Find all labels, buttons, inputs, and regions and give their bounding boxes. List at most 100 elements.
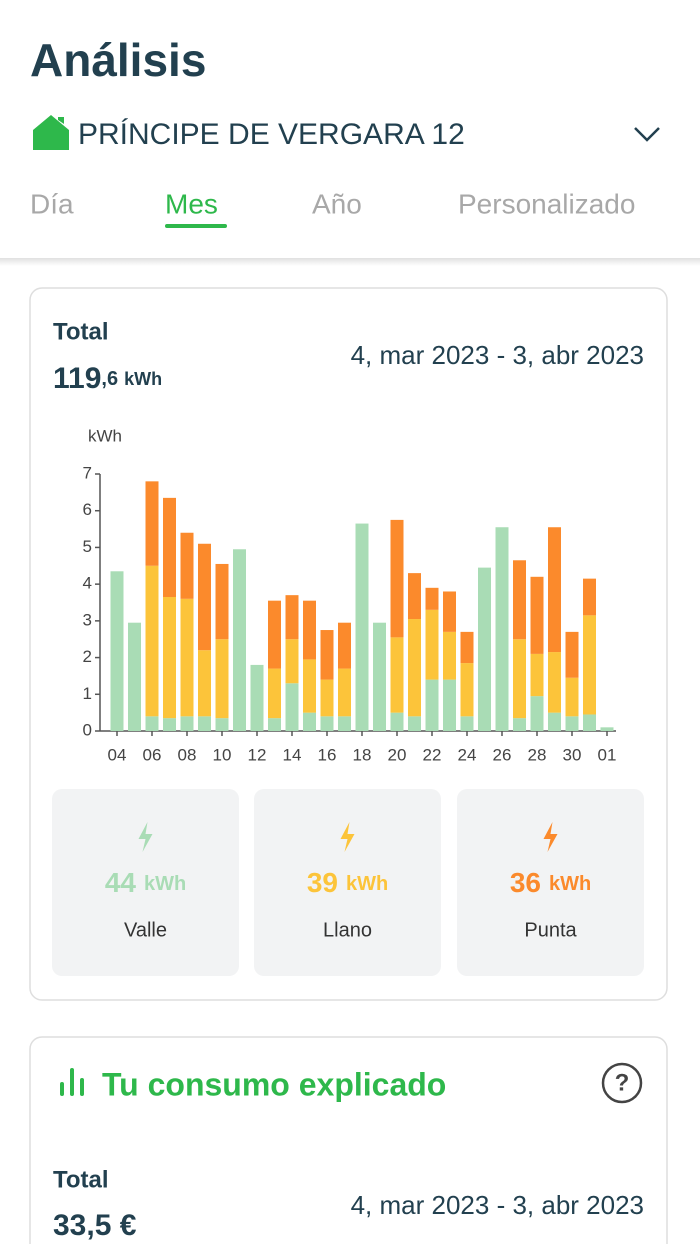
x-tick-label: 04: [108, 745, 127, 764]
bar-segment: [268, 600, 281, 669]
page-title: Análisis: [30, 34, 206, 86]
x-tick-label: 18: [353, 745, 372, 764]
y-tick-label: 0: [83, 720, 92, 739]
bar-segment: [285, 595, 299, 640]
bar-segment: [530, 653, 544, 697]
bar-segment: [583, 578, 596, 616]
bar-segment: [565, 677, 579, 717]
bar-segment: [530, 696, 544, 731]
bar-segment: [425, 679, 439, 731]
bar-segment: [425, 609, 439, 680]
x-tick-label: 06: [143, 745, 162, 764]
y-tick-label: 1: [83, 684, 92, 703]
bar-segment: [250, 664, 264, 731]
header-shadow: [0, 258, 700, 266]
bar-segment: [110, 571, 124, 731]
x-tick-label: 12: [248, 745, 267, 764]
bar-segment: [390, 519, 404, 638]
tile-value: 44 kWh: [105, 867, 186, 898]
bar-segment: [460, 716, 474, 731]
address[interactable]: PRÍNCIPE DE VERGARA 12: [78, 118, 465, 151]
tile-name: Punta: [524, 919, 577, 941]
home-icon: [33, 115, 69, 150]
bar-segment: [565, 631, 579, 678]
bar-segment: [408, 573, 421, 620]
tiles: 44 kWh Valle 39 kWh Llano 36 kWh Punta: [52, 789, 644, 976]
total-value: 33,5 €: [53, 1209, 137, 1242]
bar-segment: [460, 663, 474, 717]
x-tick-label: 24: [458, 745, 477, 764]
bar-segment: [513, 639, 526, 719]
bolt-icon: [138, 822, 153, 852]
tab[interactable]: Año: [312, 188, 362, 219]
bar-segment: [373, 622, 386, 731]
bar-segment: [285, 683, 299, 731]
chevron[interactable]: [634, 127, 660, 142]
bar-segment: [548, 527, 561, 653]
tab-underline: [165, 224, 227, 228]
bar-segment: [513, 560, 526, 640]
bar-segment: [408, 716, 421, 731]
explained-card: [29, 1036, 668, 1244]
help-icon-mark: ?: [615, 1069, 630, 1096]
tile: [52, 789, 239, 976]
bar-segment: [390, 712, 404, 731]
bar-segment: [268, 718, 281, 731]
header-bg: [0, 0, 700, 258]
bar-segment: [513, 718, 526, 731]
bar-segment: [338, 716, 351, 731]
x-tick-label: 22: [423, 745, 442, 764]
bar-segment: [460, 631, 474, 664]
tile-value: 36 kWh: [510, 867, 591, 898]
tile-number: 36: [510, 867, 541, 898]
y-tick-label: 3: [83, 610, 92, 629]
y-tick-label: 2: [83, 647, 92, 666]
bar-segment: [285, 639, 299, 684]
bars-icon: [60, 1068, 84, 1096]
tile-value: 39 kWh: [307, 867, 388, 898]
y-tick-label: 7: [83, 463, 92, 482]
bar-segment: [425, 587, 439, 610]
tab[interactable]: Día: [30, 188, 74, 219]
y-tick-label: 6: [83, 500, 92, 519]
bar-segment: [548, 712, 561, 731]
bar-segment: [600, 727, 614, 731]
tile-number: 44: [105, 867, 137, 898]
tab[interactable]: Personalizado: [458, 188, 635, 219]
total-value: 119,6 kWh: [53, 362, 162, 395]
help-icon[interactable]: [601, 1062, 643, 1104]
bar-segment: [338, 622, 351, 669]
tile-name: Llano: [323, 919, 372, 941]
bar-segment: [198, 543, 211, 651]
bar-segment: [180, 532, 194, 599]
tile: [254, 789, 441, 976]
bar-segment: [180, 716, 194, 731]
tile-unit: kWh: [549, 873, 591, 895]
x-tick-label: 26: [493, 745, 512, 764]
x-tick-label: 28: [528, 745, 547, 764]
bar-segment: [163, 497, 176, 597]
bar-segment: [215, 639, 229, 719]
total-label: Total: [53, 318, 109, 345]
bar-segment: [320, 716, 334, 731]
bar-segment: [530, 576, 544, 654]
bar-segment: [355, 523, 369, 731]
bar-segment: [303, 659, 316, 713]
bar-segment: [495, 527, 509, 731]
bar-segment: [198, 716, 211, 731]
bar-segment: [565, 716, 579, 731]
bar-segment: [215, 718, 229, 731]
bar-segment: [215, 563, 229, 640]
y-axis-label: kWh: [88, 426, 122, 445]
bar-segment: [303, 600, 316, 660]
bar-segment: [180, 598, 194, 717]
x-tick-label: 14: [283, 745, 302, 764]
x-tick-label: 30: [563, 745, 582, 764]
tab-active[interactable]: Mes: [165, 188, 218, 219]
total-label: Total: [53, 1166, 109, 1193]
y-tick-label: 4: [83, 574, 92, 593]
bar-segment: [338, 668, 351, 717]
explained-title: Tu consumo explicado: [102, 1066, 446, 1102]
